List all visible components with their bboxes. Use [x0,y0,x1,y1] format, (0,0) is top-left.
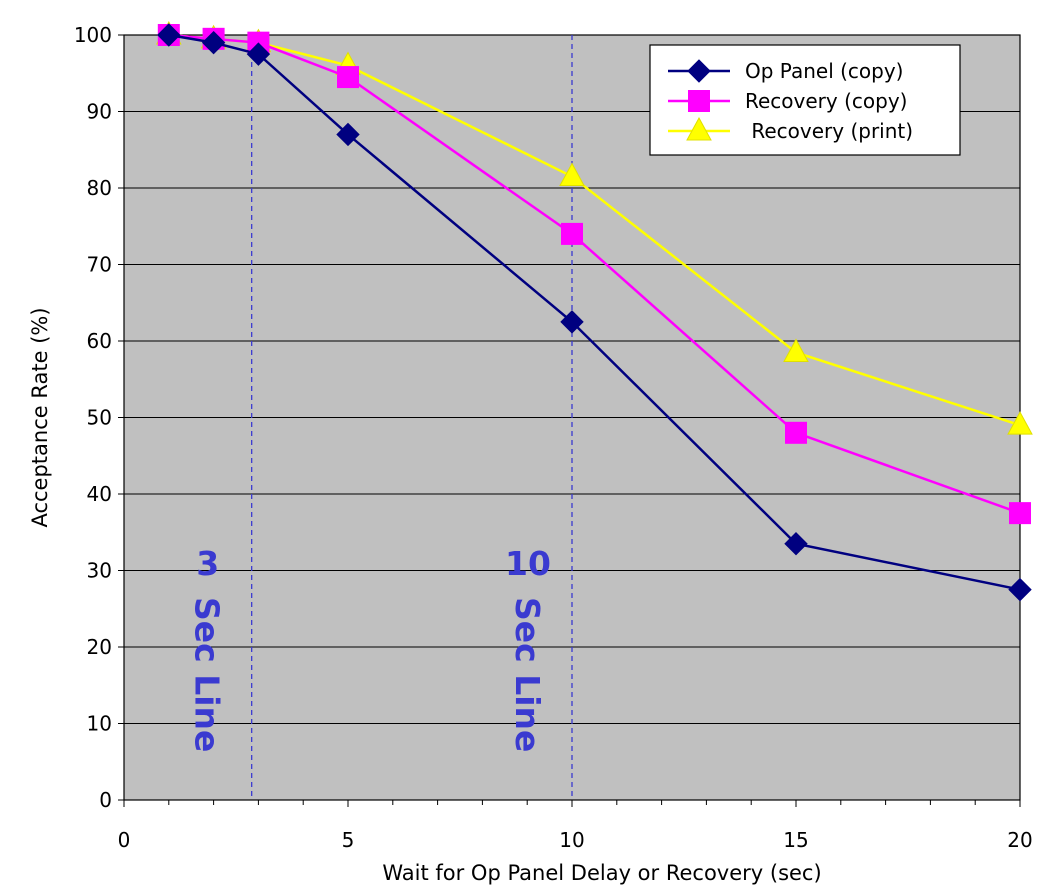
reference-line-number: 3 [196,544,219,583]
x-tick-label: 15 [783,828,808,852]
reference-line-label: Sec Line [188,597,227,752]
y-tick-label: 60 [87,329,112,353]
y-tick-label: 80 [87,176,112,200]
legend-marker [686,116,712,141]
legend-label: Op Panel (copy) [745,59,903,83]
axis-layer: 0 10 20 30 40 50 60 70 80 90 100 0 5 10 15 20 [74,23,1033,852]
y-tick-label: 10 [87,712,112,736]
y-tick-label: 90 [87,100,112,124]
reference-line-label: Sec Line [508,597,547,752]
x-tick-label: 0 [118,828,131,852]
reference-lines: 3 Sec Line 10 Sec Line [188,35,573,800]
data-point [1007,411,1033,435]
data-point [337,66,359,89]
x-tick-label: 20 [1007,828,1032,852]
data-point [783,338,809,362]
data-point [560,310,584,334]
x-tick-label: 10 [559,828,584,852]
data-point [246,42,271,66]
y-tick-label: 30 [87,559,112,583]
legend-label: Recovery (print) [745,119,913,143]
y-tick-label: 70 [87,253,112,277]
legend: Op Panel (copy) Recovery (copy) Recovery … [649,44,961,156]
legend-label: Recovery (copy) [745,89,907,113]
reference-line-number: 10 [505,544,551,583]
y-tick-label: 100 [74,23,112,47]
x-tick-label: 5 [342,828,355,852]
y-axis-title: Acceptance Rate (%) [28,307,52,527]
y-tick-label: 0 [99,788,112,812]
y-tick-label: 40 [87,482,112,506]
y-tick-label: 50 [87,406,112,430]
data-point [559,162,585,187]
data-point [1008,577,1032,602]
data-point [201,30,226,55]
y-tick-label: 20 [87,635,112,659]
data-point [157,23,181,47]
legend-marker [688,90,710,112]
x-axis-title: Wait for Op Panel Delay or Recovery (sec… [382,861,821,885]
data-point [785,421,807,444]
data-point [1009,502,1031,525]
data-point [561,222,583,245]
data-point [784,532,808,556]
series-layer [155,20,1033,602]
series-diamond [157,23,1032,602]
legend-marker [687,59,711,83]
data-point [336,122,360,147]
